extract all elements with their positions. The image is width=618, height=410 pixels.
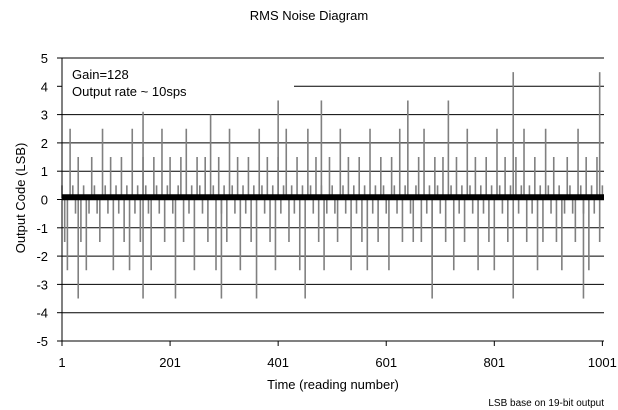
noise-trace — [61, 100, 604, 299]
y-tick--1: -1 — [36, 221, 48, 236]
chart-title: RMS Noise Diagram — [250, 8, 368, 23]
x-tick-1: 1 — [58, 355, 65, 370]
x-tick-labels: 1 201 401 601 801 1001 — [58, 355, 616, 370]
y-tick-4: 4 — [41, 79, 48, 94]
footnote: LSB base on 19-bit output — [488, 398, 604, 409]
y-tick-5: 5 — [41, 51, 48, 66]
x-tick-801: 801 — [483, 355, 505, 370]
y-tick--5: -5 — [36, 334, 48, 349]
x-axis-label: Time (reading number) — [267, 377, 399, 392]
y-tick-3: 3 — [41, 108, 48, 123]
annotation-gain: Gain=128 — [72, 67, 129, 82]
y-tick-2: 2 — [41, 136, 48, 151]
x-tick-1001: 1001 — [588, 355, 617, 370]
y-tick-0: 0 — [41, 193, 48, 208]
y-tick--4: -4 — [36, 306, 48, 321]
x-tick-601: 601 — [375, 355, 397, 370]
annotation-backdrop — [62, 66, 294, 98]
y-tick-labels: 5 4 3 2 1 0 -1 -2 -3 -4 -5 — [36, 51, 48, 349]
x-tick-401: 401 — [267, 355, 289, 370]
y-axis-label: Output Code (LSB) — [13, 143, 28, 254]
annotation-output-rate: Output rate ~ 10sps — [72, 84, 187, 99]
series-noise-line — [61, 72, 604, 299]
axes — [57, 57, 604, 346]
x-tick-201: 201 — [159, 355, 181, 370]
y-tick--2: -2 — [36, 249, 48, 264]
y-tick-1: 1 — [41, 164, 48, 179]
y-tick--3: -3 — [36, 277, 48, 292]
